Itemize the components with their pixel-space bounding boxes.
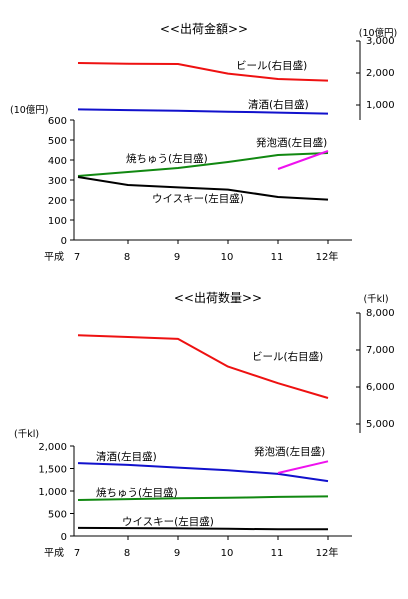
- left-axis-unit: (千kl): [14, 429, 39, 440]
- right-tick-label: 5,000: [366, 419, 395, 430]
- series-layer: [77, 62, 329, 201]
- series-line: [77, 526, 328, 531]
- left-tick-label: 600: [48, 116, 67, 127]
- left-tick-label: 500: [48, 510, 67, 521]
- right-tick-label: 6,000: [366, 382, 395, 393]
- series-label: 焼ちゅう(左目盛): [96, 486, 178, 499]
- series-label: ウイスキー(左目盛): [122, 515, 214, 528]
- series-line: [77, 108, 329, 115]
- right-axis-unit: (10億円): [359, 27, 398, 39]
- series-line: [77, 495, 329, 501]
- right-tick-label: 1,000: [366, 100, 395, 111]
- x-tick-label: 12年: [316, 546, 339, 559]
- left-tick-label: 0: [61, 532, 67, 543]
- series-layer: [77, 334, 329, 531]
- left-tick-label: 400: [48, 156, 67, 167]
- series-label: ビール(右目盛): [236, 59, 307, 72]
- x-tick-label: 10: [221, 252, 234, 263]
- right-axis-unit: (千kl): [363, 294, 388, 305]
- left-tick-label: 2,000: [38, 442, 67, 453]
- series-line: [77, 62, 329, 82]
- left-axis-unit: (10億円): [10, 104, 49, 116]
- left-tick-label: 100: [48, 216, 67, 227]
- left-tick-label: 200: [48, 196, 67, 207]
- right-tick-label: 8,000: [366, 308, 395, 319]
- series-label: ビール(右目盛): [252, 350, 323, 363]
- chart-title: <<出荷数量>>: [174, 290, 262, 305]
- series-line: [77, 176, 329, 201]
- shipment-volume-chart: <<出荷数量>> (千kl) 8,000 7,000 6,000 5,000 (…: [14, 290, 395, 559]
- x-tick-label: 7: [74, 252, 80, 263]
- series-label: 焼ちゅう(左目盛): [126, 152, 208, 165]
- right-tick-label: 3,000: [366, 36, 395, 47]
- x-tick-label: 8: [124, 252, 130, 263]
- left-tick-label: 1,000: [38, 487, 67, 498]
- series-label: ウイスキー(左目盛): [152, 192, 244, 205]
- x-tick-label: 9: [174, 252, 180, 263]
- series-label: 清酒(右目盛): [248, 98, 309, 111]
- x-tick-label: 9: [174, 548, 180, 559]
- x-axis-prefix: 平成: [44, 547, 64, 559]
- left-tick-label: 1,500: [38, 465, 67, 476]
- x-tick-label: 11: [271, 252, 284, 263]
- right-tick-label: 7,000: [366, 345, 395, 356]
- left-tick-label: 500: [48, 136, 67, 147]
- left-tick-label: 0: [61, 236, 67, 247]
- series-line: [77, 334, 329, 399]
- x-axis-prefix: 平成: [44, 251, 64, 263]
- series-line: [277, 460, 329, 474]
- right-tick-label: 2,000: [366, 68, 395, 79]
- shipment-value-chart: <<出荷金額>> (10億円) 3,000 2,000 1,000 (10億円)…: [10, 21, 397, 263]
- chart-title: <<出荷金額>>: [160, 21, 248, 36]
- x-tick-label: 8: [124, 548, 130, 559]
- x-tick-label: 7: [74, 548, 80, 559]
- series-line: [77, 462, 329, 483]
- left-tick-label: 300: [48, 176, 67, 187]
- series-label: 清酒(左目盛): [96, 450, 157, 463]
- series-line: [277, 150, 329, 170]
- x-tick-label: 11: [271, 548, 284, 559]
- series-label: 発泡酒(左目盛): [256, 136, 327, 149]
- series-line: [77, 152, 329, 177]
- series-label: 発泡酒(左目盛): [254, 445, 325, 458]
- x-tick-label: 12年: [316, 250, 339, 263]
- x-tick-label: 10: [221, 548, 234, 559]
